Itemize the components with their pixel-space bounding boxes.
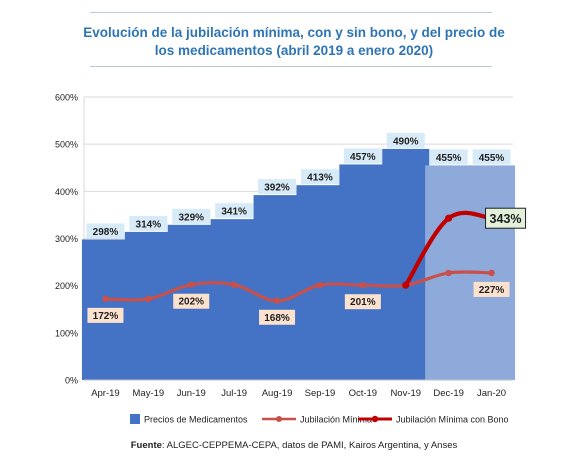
jubilacion-minima-point	[273, 297, 281, 304]
y-tick-label: 100%	[55, 328, 78, 338]
min-label-box	[87, 307, 124, 323]
x-tick-label: Jan-20	[477, 388, 506, 399]
bar-value-label-box	[386, 132, 425, 148]
jubilacion-minima-point	[488, 269, 495, 277]
bar-value-label: 455%	[436, 153, 462, 164]
jubilacion-minima-point	[188, 281, 195, 288]
chart-title: Evolución de la jubilación mínima, con y…	[60, 24, 528, 60]
bar-value-label-box	[86, 223, 125, 239]
min-label-box	[473, 281, 510, 297]
legend-label-bars: Precios de Medicamentos	[144, 415, 248, 425]
bar-aug-19	[253, 195, 301, 380]
min-value-label: 172%	[93, 311, 119, 322]
bar-value-label-box	[429, 149, 468, 165]
bar-value-label-box	[215, 203, 254, 219]
bono-label-box	[485, 207, 527, 229]
legend-label-min: Jubilación Mínima	[300, 415, 372, 425]
legend-label-bono: Jubilación Mínima con Bono	[396, 415, 509, 425]
min-value-label: 168%	[264, 313, 290, 324]
legend-swatch-bono-dot	[371, 415, 379, 423]
y-tick-label: 200%	[55, 281, 78, 291]
x-tick-label: May-19	[133, 388, 165, 399]
y-tick-label: 0%	[65, 376, 78, 386]
jubilacion-minima-point	[445, 269, 452, 277]
bar-may-19	[124, 231, 172, 380]
jubilacion-minima-point	[316, 281, 324, 289]
min-value-label: 202%	[178, 297, 204, 308]
x-tick-label: Nov-19	[390, 388, 421, 399]
bar-value-label: 457%	[350, 152, 376, 163]
jubilacion-minima-point	[102, 295, 109, 303]
title-top-rule	[90, 12, 492, 13]
x-tick-label: Oct-19	[349, 388, 378, 399]
bar-nov-19	[382, 148, 430, 380]
bar-value-label-box	[300, 169, 339, 185]
jubilacion-minima-line	[103, 270, 494, 303]
y-tick-label: 300%	[55, 234, 78, 244]
min-label-box	[173, 293, 210, 309]
bar-value-label-box	[258, 179, 297, 195]
source-text: : ALGEC-CEPPEMA-CEPA, datos de PAMI, Kai…	[161, 440, 458, 451]
jubilacion-minima-point	[145, 295, 152, 303]
chart-legend: Precios de Medicamentos Jubilación Mínima…	[130, 414, 509, 425]
bar-value-label: 455%	[479, 153, 505, 164]
legend-swatch-bars	[130, 414, 140, 424]
y-tick-label: 400%	[55, 187, 78, 197]
bar-value-label-box	[172, 208, 211, 224]
bar-value-label: 298%	[93, 227, 119, 238]
bono-value-label: 343%	[490, 212, 522, 226]
x-tick-label: Aug-19	[262, 388, 293, 399]
x-tick-label: Jun-19	[177, 388, 206, 399]
min-label-box	[259, 309, 296, 325]
min-label-box	[344, 294, 381, 310]
jubilacion-minima-con-bono-point	[402, 281, 410, 289]
bar-value-label: 341%	[221, 207, 247, 218]
bar-value-label: 329%	[178, 212, 204, 223]
x-tick-label: Sep-19	[305, 388, 336, 399]
bar-jul-19	[210, 219, 258, 380]
jubilacion-minima-point	[359, 281, 367, 289]
bar-value-label: 413%	[307, 173, 333, 184]
chart-title-line-1: Evolución de la jubilación mínima, con y…	[83, 25, 505, 40]
y-tick-label: 600%	[55, 93, 78, 103]
min-value-label: 227%	[479, 285, 505, 296]
bar-value-label-box	[343, 148, 382, 164]
bar-value-label: 392%	[264, 183, 290, 194]
jubilacion-minima-point	[230, 281, 238, 288]
bar-value-label: 490%	[393, 136, 419, 147]
bar-value-label-box	[129, 215, 168, 231]
source-label: Fuente	[130, 440, 162, 451]
bar-oct-19	[339, 164, 387, 380]
source-note: Fuente: ALGEC-CEPPEMA-CEPA, datos de PAM…	[0, 440, 588, 451]
x-tick-label: Apr-19	[91, 388, 120, 399]
bar-value-label-box	[472, 149, 511, 165]
min-value-label: 201%	[350, 297, 376, 308]
y-tick-label: 500%	[55, 140, 78, 150]
legend-swatch-min-dot	[276, 416, 282, 422]
bar-value-label: 314%	[136, 219, 162, 230]
chart-title-line-2: los medicamentos (abril 2019 a enero 202…	[154, 43, 434, 58]
x-tick-label: Jul-19	[221, 388, 247, 399]
jubilacion-minima-con-bono-point	[445, 214, 453, 222]
x-tick-label: Dec-19	[433, 388, 464, 399]
title-bottom-rule	[90, 66, 492, 67]
